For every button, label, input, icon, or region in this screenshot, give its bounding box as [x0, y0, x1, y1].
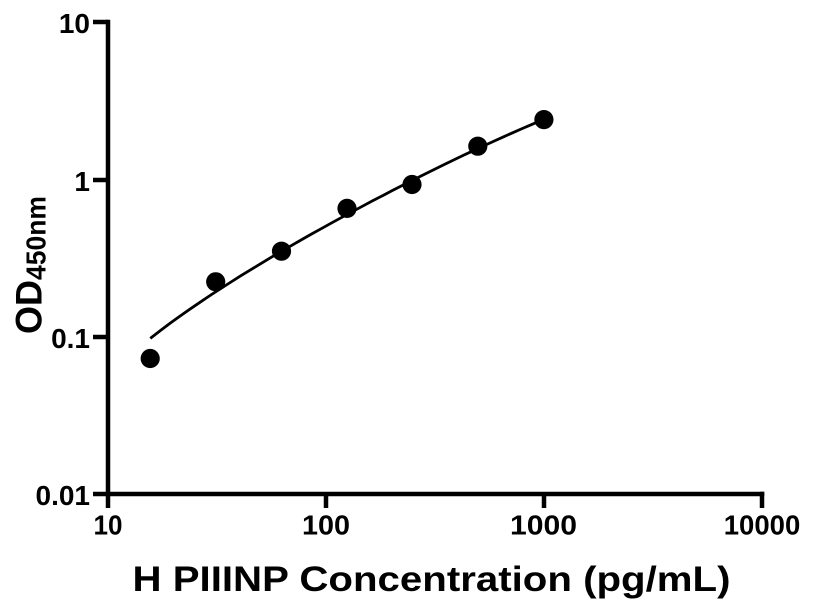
- svg-text:10000: 10000: [724, 510, 801, 541]
- svg-text:1: 1: [74, 166, 90, 197]
- svg-text:OD450nm: OD450nm: [8, 196, 52, 334]
- svg-text:0.1: 0.1: [51, 323, 90, 354]
- svg-text:1000: 1000: [510, 510, 577, 541]
- svg-text:10: 10: [59, 8, 90, 39]
- svg-text:10: 10: [94, 510, 123, 541]
- svg-text:0.01: 0.01: [36, 480, 91, 511]
- svg-text:H PIIINP Concentration (pg/mL): H PIIINP Concentration (pg/mL): [133, 560, 731, 599]
- svg-text:100: 100: [302, 510, 350, 541]
